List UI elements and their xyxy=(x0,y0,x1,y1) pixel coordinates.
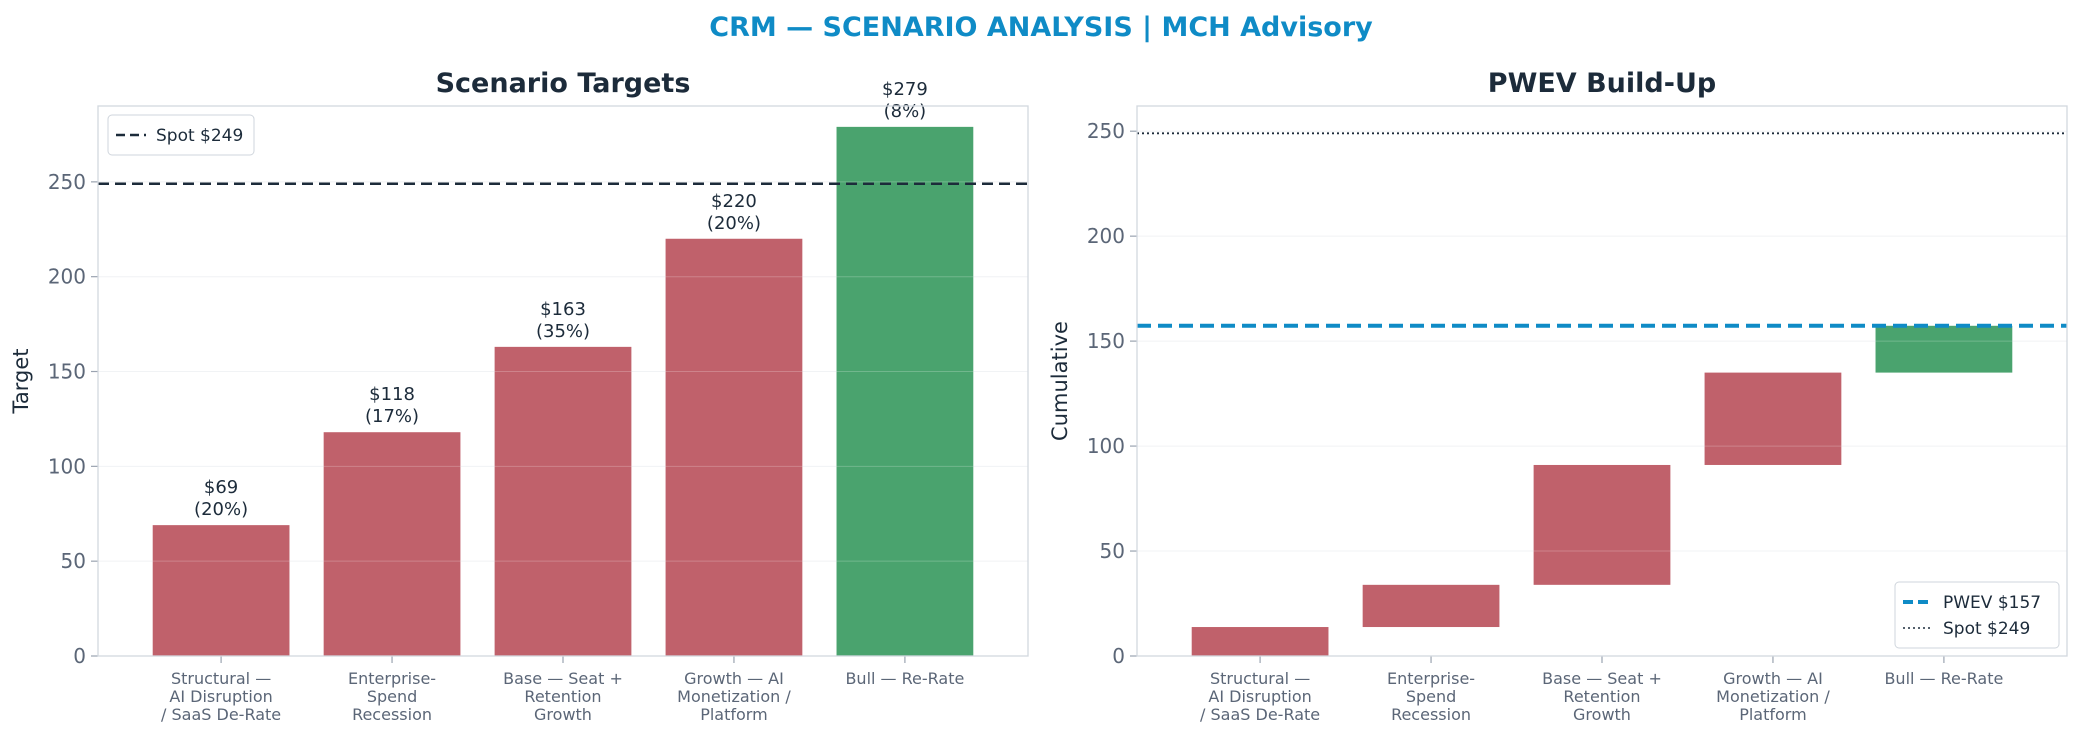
bar-value-probability: (8%) xyxy=(884,101,927,122)
bar xyxy=(836,126,974,657)
x-tick-label-line: Monetization / xyxy=(1716,687,1830,706)
y-tick-label: 0 xyxy=(73,644,86,668)
x-tick-label: Base — Seat + Retention Growth xyxy=(1542,669,1662,724)
bar xyxy=(1362,584,1500,628)
x-tick-label-line: / SaaS De-Rate xyxy=(1200,705,1320,724)
pwev-buildup-panel: PWEV Build-Up 0 50 100 150 200 250 Cumulative St… xyxy=(1048,68,2068,724)
bar-value-probability: (35%) xyxy=(536,321,590,342)
bar-value-probability: (17%) xyxy=(365,406,419,427)
legend-label: PWEV $157 xyxy=(1943,593,2041,613)
panel-title: PWEV Build-Up xyxy=(1488,68,1716,99)
bar xyxy=(152,525,290,656)
y-tick-label: 0 xyxy=(1112,644,1125,668)
bar-value-label: $279 (8%) xyxy=(882,79,928,122)
bar xyxy=(1875,325,2013,373)
x-tick-label-line: Retention xyxy=(1563,687,1640,706)
x-tick-label-line: Growth xyxy=(534,705,592,724)
legend-box xyxy=(1894,581,2060,649)
legend-label: Spot $249 xyxy=(1943,619,2030,639)
bar-value-probability: (20%) xyxy=(194,499,248,520)
x-tick-label-line: Spend xyxy=(367,687,417,706)
plot-frame xyxy=(1136,105,2068,657)
bar-value-amount: $279 xyxy=(882,79,928,100)
y-tick-label: 150 xyxy=(48,360,86,384)
legend-label: Spot $249 xyxy=(156,126,243,146)
x-tick-label-line: / SaaS De-Rate xyxy=(161,705,281,724)
y-tick-label: 200 xyxy=(1087,224,1125,248)
x-tick-label-line: Growth — AI xyxy=(1723,669,1823,688)
x-tick-label-line: Base — Seat + xyxy=(1542,669,1662,688)
x-tick-label-line: Platform xyxy=(1739,705,1806,724)
x-tick-label-line: Spend xyxy=(1406,687,1456,706)
scenario-targets-panel: Scenario Targets 0 50 100 150 200 250 Target Str… xyxy=(9,68,1029,724)
bar-value-probability: (20%) xyxy=(707,213,761,234)
x-tick-label-line: Enterprise- xyxy=(348,669,436,688)
panel-title: Scenario Targets xyxy=(436,68,691,99)
bar-value-label: $163 (35%) xyxy=(536,299,590,342)
y-tick-label: 250 xyxy=(48,170,86,194)
bar xyxy=(1533,464,1671,585)
bar-value-label: $118 (17%) xyxy=(365,384,419,427)
x-tick-label-line: Structural — xyxy=(1210,669,1310,688)
y-axis-label: Target xyxy=(9,349,33,415)
x-tick-label: Structural — AI Disruption / SaaS De-Rate xyxy=(161,669,281,724)
x-tick-label-line: Growth — AI xyxy=(684,669,784,688)
figure-title: CRM — SCENARIO ANALYSIS | MCH Advisory xyxy=(709,12,1373,43)
x-tick-label-line: Bull — Re-Rate xyxy=(1884,669,2003,688)
x-tick-label: Enterprise-Spend Recession xyxy=(348,669,436,724)
x-tick-label-line: AI Disruption xyxy=(169,687,272,706)
bar-value-label: $69 (20%) xyxy=(194,477,248,520)
bar xyxy=(494,346,632,656)
y-tick-label: 100 xyxy=(1087,434,1125,458)
x-tick-label-line: Growth xyxy=(1573,705,1631,724)
y-tick-label: 200 xyxy=(48,265,86,289)
x-tick-label-line: Platform xyxy=(700,705,767,724)
legend: Spot $249 xyxy=(107,114,255,156)
bar-value-amount: $220 xyxy=(711,191,757,212)
x-tick-label-line: Bull — Re-Rate xyxy=(845,669,964,688)
bar xyxy=(1704,372,1842,465)
x-tick-label-line: Retention xyxy=(524,687,601,706)
x-tick-label-line: Monetization / xyxy=(677,687,791,706)
plot-frame xyxy=(97,105,1029,657)
x-tick-label: Growth — AI Monetization / Platform xyxy=(677,669,791,724)
y-tick-label: 50 xyxy=(61,549,86,573)
bar-value-amount: $69 xyxy=(204,477,238,498)
y-tick-label: 50 xyxy=(1100,539,1125,563)
legend: PWEV $157 Spot $249 xyxy=(1894,581,2060,649)
bar xyxy=(665,238,803,657)
y-tick-label: 150 xyxy=(1087,329,1125,353)
x-tick-label: Enterprise-Spend Recession xyxy=(1387,669,1475,724)
x-tick-label-line: Recession xyxy=(352,705,432,724)
bar xyxy=(1191,627,1329,656)
legend-box xyxy=(107,114,255,156)
bar xyxy=(323,432,461,656)
x-tick-label: Base — Seat + Retention Growth xyxy=(503,669,623,724)
x-tick-label: Bull — Re-Rate xyxy=(845,669,964,688)
x-tick-label-line: Structural — xyxy=(171,669,271,688)
y-tick-label: 100 xyxy=(48,454,86,478)
x-tick-label: Structural — AI Disruption / SaaS De-Rate xyxy=(1200,669,1320,724)
x-tick-label: Growth — AI Monetization / Platform xyxy=(1716,669,1830,724)
x-tick-label-line: Base — Seat + xyxy=(503,669,623,688)
x-tick-label-line: AI Disruption xyxy=(1208,687,1311,706)
x-tick-label: Bull — Re-Rate xyxy=(1884,669,2003,688)
x-tick-label-line: Enterprise- xyxy=(1387,669,1475,688)
x-tick-label-line: Recession xyxy=(1391,705,1471,724)
bar-value-label: $220 (20%) xyxy=(707,191,761,234)
y-axis-label: Cumulative xyxy=(1048,321,1072,441)
bar-value-amount: $118 xyxy=(369,384,415,405)
y-tick-label: 250 xyxy=(1087,119,1125,143)
bar-value-amount: $163 xyxy=(540,299,586,320)
